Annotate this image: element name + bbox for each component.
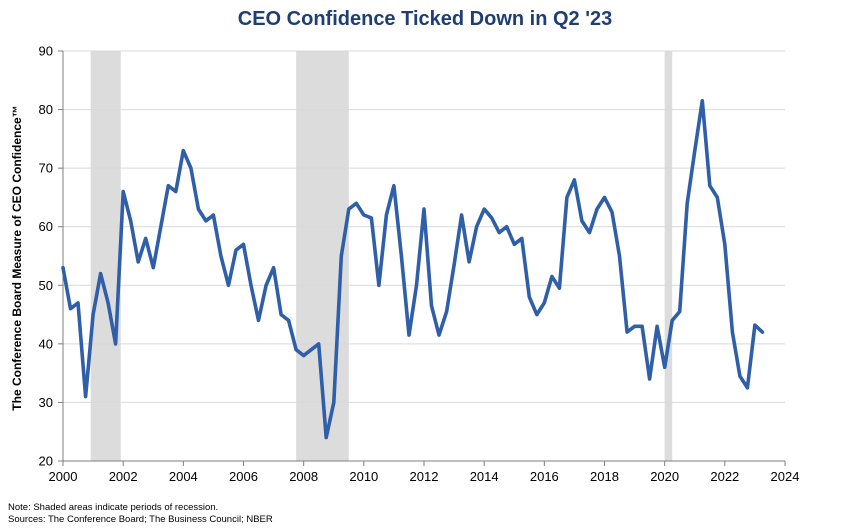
x-tick-label-2014: 2014 — [470, 469, 499, 484]
x-tick-label-2010: 2010 — [349, 469, 378, 484]
tick-labels: 20 30 40 50 60 70 80 90 2000 2002 2004 2006 2008 2010… — [39, 44, 800, 485]
x-tick-label-2022: 2022 — [710, 469, 739, 484]
series-layer — [61, 99, 765, 440]
y-tick-label-30: 30 — [39, 395, 53, 410]
x-tick-label-2018: 2018 — [590, 469, 619, 484]
x-tick-label-2016: 2016 — [530, 469, 559, 484]
axes — [58, 50, 786, 466]
recession-band-1 — [90, 51, 121, 461]
y-tick-label-70: 70 — [39, 161, 53, 176]
x-tick-label-2020: 2020 — [650, 469, 679, 484]
y-tick-label-20: 20 — [39, 454, 53, 469]
y-tick-label-50: 50 — [39, 278, 53, 293]
footnote-sources: Sources: The Conference Board; The Busin… — [8, 514, 273, 525]
y-tick-label-90: 90 — [39, 44, 53, 59]
x-tick-label-2006: 2006 — [229, 469, 258, 484]
gridlines — [63, 50, 785, 403]
x-tick-label-2004: 2004 — [169, 469, 198, 484]
x-tick-label-2000: 2000 — [49, 469, 78, 484]
y-tick-label-80: 80 — [39, 102, 53, 117]
y-tick-label-60: 60 — [39, 219, 53, 234]
series-line-ceo-confidence — [61, 99, 765, 440]
x-tick-label-2008: 2008 — [289, 469, 318, 484]
chart-title: CEO Confidence Ticked Down in Q2 '23 — [237, 8, 613, 30]
x-tick-label-2024: 2024 — [771, 469, 800, 484]
recession-band-3 — [664, 51, 673, 461]
y-tick-label-40: 40 — [39, 336, 53, 351]
x-tick-label-2012: 2012 — [410, 469, 439, 484]
x-tick-label-2002: 2002 — [109, 469, 138, 484]
footnote-recession: Note: Shaded areas indicate periods of r… — [8, 502, 219, 513]
